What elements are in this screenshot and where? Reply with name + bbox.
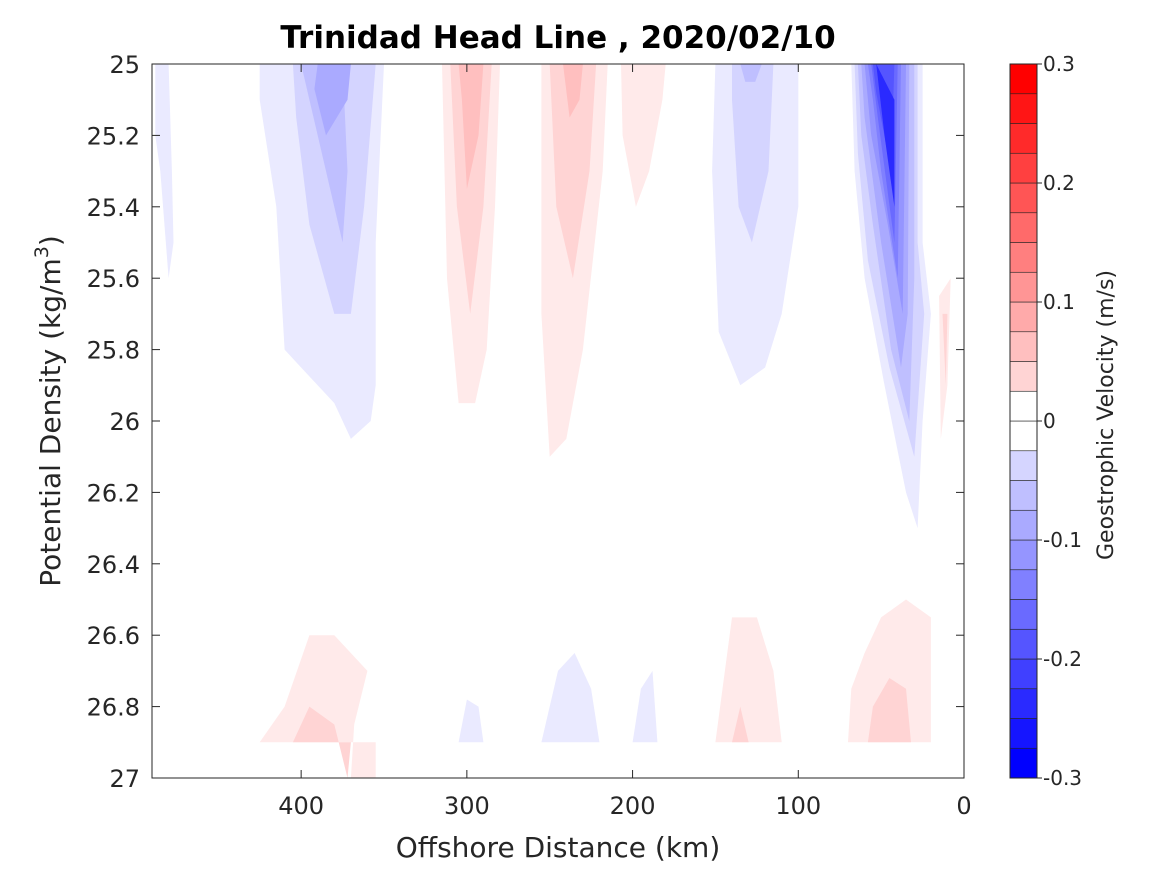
y-axis-ticks: 25 25.2 25.4 25.6 25.8 26 26.2 26.4 26.6 26.8 27 xyxy=(87,51,964,793)
colorbar-segment xyxy=(1009,301,1038,333)
y-tick-label: 25.4 xyxy=(87,194,140,222)
colorbar-segment xyxy=(1009,569,1038,600)
colorbar-segment xyxy=(1009,688,1038,719)
contour-region-4 xyxy=(314,64,351,136)
colorbar-tick-label: 0 xyxy=(1043,409,1056,433)
y-axis-label-suffix: ) xyxy=(34,235,67,246)
contour-region-16 xyxy=(876,64,895,207)
colorbar-tick-label: 0.2 xyxy=(1043,171,1075,195)
y-tick-label: 26.8 xyxy=(87,694,140,722)
x-tick-label: 0 xyxy=(956,792,971,820)
colorbar-segment xyxy=(1009,509,1038,541)
y-tick-label: 26.6 xyxy=(87,622,140,650)
contour-region-23 xyxy=(621,64,666,207)
colorbar-tick-label: 0.3 xyxy=(1043,52,1075,76)
y-tick-label: 26.2 xyxy=(87,479,140,507)
colorbar xyxy=(1009,63,1038,779)
contour-region-6 xyxy=(732,64,774,243)
y-tick-label: 26.4 xyxy=(87,551,140,579)
colorbar-label: Geostrophic Velocity (m/s) xyxy=(1094,270,1119,560)
chart-title: Trinidad Head Line , 2020/02/10 xyxy=(280,20,835,56)
x-axis-ticks: 400 300 200 100 0 xyxy=(278,64,972,820)
colorbar-segment xyxy=(1009,450,1038,481)
colorbar-segment xyxy=(1009,628,1038,660)
y-tick-label: 25 xyxy=(109,51,140,79)
colorbar-segment xyxy=(1009,361,1038,392)
colorbar-segment xyxy=(1009,599,1038,630)
contour-region-26 xyxy=(259,635,376,778)
colorbar-segment xyxy=(1009,242,1038,273)
contour-region-32 xyxy=(732,706,749,743)
contour-region-19 xyxy=(458,64,484,189)
y-tick-label: 25.6 xyxy=(87,265,140,293)
colorbar-ticks: -0.3 -0.2 -0.1 0 0.1 0.2 0.3 xyxy=(1037,52,1082,790)
contour-region-25 xyxy=(942,313,948,386)
contour-region-18 xyxy=(450,64,492,314)
colorbar-segment xyxy=(1009,212,1038,243)
contour-region-33 xyxy=(848,599,931,743)
colorbar-segment xyxy=(1009,331,1038,362)
contour-region-34 xyxy=(867,678,911,743)
colorbar-segment xyxy=(1009,539,1038,571)
y-tick-label: 26 xyxy=(109,408,140,436)
y-axis-label: Potential Density (kg/m3) xyxy=(31,235,67,587)
colorbar-tick-label: -0.1 xyxy=(1043,528,1082,552)
colorbar-segment xyxy=(1009,123,1038,154)
colorbar-segment xyxy=(1009,658,1038,690)
colorbar-tick-label: 0.1 xyxy=(1043,290,1075,314)
x-tick-label: 100 xyxy=(775,792,821,820)
contour-region-31 xyxy=(715,617,782,743)
x-tick-label: 200 xyxy=(610,792,656,820)
colorbar-segment xyxy=(1009,420,1038,452)
colorbar-segment xyxy=(1009,93,1038,124)
contour-region-0 xyxy=(155,64,174,279)
colorbar-segment xyxy=(1009,152,1038,184)
contour-region-30 xyxy=(632,670,658,743)
colorbar-tick-label: -0.3 xyxy=(1043,766,1082,790)
contour-region-22 xyxy=(563,64,583,118)
colorbar-tick-label: -0.2 xyxy=(1043,647,1082,671)
contour-region-28 xyxy=(458,699,484,743)
contour-region-21 xyxy=(549,64,597,279)
x-tick-label: 300 xyxy=(444,792,490,820)
contour-region-29 xyxy=(541,653,600,743)
contour-region-7 xyxy=(740,64,762,82)
contour-regions xyxy=(155,64,951,778)
colorbar-segment xyxy=(1009,271,1038,303)
colorbar-segment xyxy=(1009,480,1038,511)
y-axis-label-main: Potential Density (kg/m xyxy=(34,258,67,587)
colorbar-segment xyxy=(1009,63,1038,95)
colorbar-segment xyxy=(1009,390,1038,422)
contour-region-27 xyxy=(292,706,351,778)
y-tick-label: 27 xyxy=(109,765,140,793)
y-tick-label: 25.8 xyxy=(87,337,140,365)
colorbar-segment xyxy=(1009,718,1038,749)
y-axis-label-superscript: 3 xyxy=(31,246,53,258)
x-axis-label: Offshore Distance (km) xyxy=(396,831,721,864)
colorbar-segment xyxy=(1009,182,1038,214)
y-tick-label: 25.2 xyxy=(87,122,140,150)
x-tick-label: 400 xyxy=(278,792,324,820)
colorbar-segment xyxy=(1009,747,1038,779)
